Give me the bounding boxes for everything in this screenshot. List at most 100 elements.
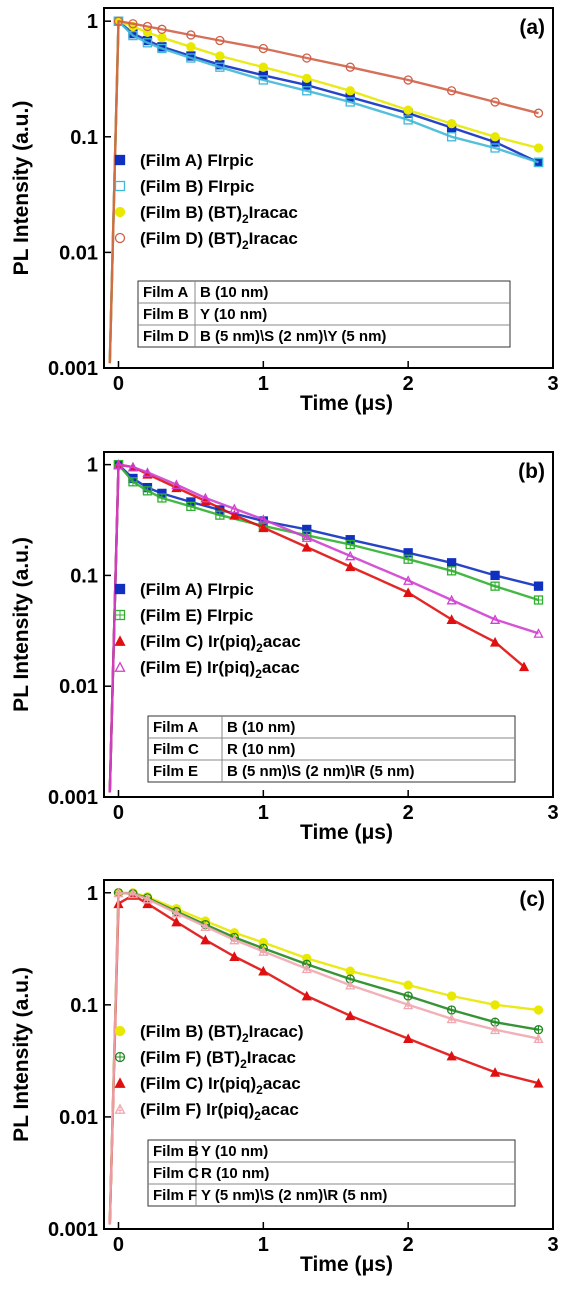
legend-text-part: (Film D) (BT): [140, 229, 242, 248]
series-2-point-cross: [346, 540, 355, 549]
series-3-point: [171, 916, 182, 927]
legend-marker: [114, 1077, 126, 1088]
series-1-point: [345, 966, 355, 976]
legend-entry: (Film F) (BT)2Iracac: [140, 1048, 296, 1071]
legend-subscript: 2: [242, 238, 249, 252]
y-tick-label: 0.001: [48, 787, 98, 809]
series-2-point-cross: [143, 486, 152, 495]
legend-subscript: 2: [256, 1083, 263, 1097]
series-3-point: [200, 934, 211, 945]
legend-marker-cross: [117, 1106, 123, 1114]
series-1-point: [533, 581, 544, 591]
series-4-point: [258, 43, 268, 54]
series-4-fit-line: [108, 20, 539, 364]
legend-subscript: 2: [240, 1057, 247, 1071]
legend-marker: [114, 154, 126, 166]
x-tick-label: 0: [113, 1234, 124, 1256]
series-4-point-cross: [536, 1036, 541, 1043]
series-3-point: [446, 614, 457, 624]
x-tick-label: 3: [547, 1234, 558, 1256]
legend-subscript: 2: [254, 1109, 261, 1123]
legend-entry: (Film A) FIrpic: [140, 580, 254, 599]
legend-entry: (Film B) (BT)2Iracac: [140, 203, 298, 226]
legend-text-part: Iracac: [249, 203, 298, 222]
series-4-point-cross: [406, 1002, 411, 1009]
legend-entry: (Film C) Ir(piq)2acac: [140, 1074, 301, 1097]
series-3-point: [301, 990, 312, 1001]
series-4-point: [345, 550, 356, 561]
x-tick-label: 1: [258, 373, 269, 395]
series-4-point: [113, 16, 124, 26]
series-3-point: [186, 42, 196, 52]
panel-label: (c): [519, 888, 545, 911]
series-3-point: [489, 636, 501, 647]
series-3-point: [490, 132, 500, 142]
table-cell-film: Film C: [153, 1165, 199, 1182]
y-tick-label: 0.1: [70, 565, 98, 587]
legend-text-part: Iracac: [247, 1048, 296, 1067]
legend-marker: [114, 206, 126, 218]
x-tick-label: 3: [547, 373, 558, 395]
y-tick-label: 0.01: [59, 1107, 98, 1129]
y-axis-label: PL Intensity (a.u.): [10, 537, 33, 712]
series-2-point-cross: [157, 493, 166, 502]
series-3-point: [215, 51, 225, 61]
series-4-point: [446, 1013, 457, 1024]
table-cell-structure: Y (5 nm)\S (2 nm)\R (5 nm): [201, 1187, 387, 1204]
y-tick-label: 0.001: [48, 358, 98, 380]
legend-entry: (Film B) (BT)2Iracac): [140, 1022, 304, 1045]
legend-subscript: 2: [255, 667, 262, 681]
series-4-point: [533, 628, 544, 638]
y-tick-label: 0.1: [70, 127, 98, 149]
legend-marker: [114, 232, 126, 244]
series-4-point: [229, 934, 240, 945]
series-4-point: [446, 86, 457, 96]
series-2-point-cross: [404, 991, 413, 1000]
legend-marker-cross: [115, 1052, 125, 1062]
legend-marker-cross: [115, 610, 125, 620]
series-3-point: [403, 105, 413, 115]
table-cell-film: Film F: [153, 1187, 197, 1204]
legend-text-part: acac: [263, 632, 301, 651]
plot-frame: [103, 879, 554, 1230]
series-2-point-cross: [186, 502, 195, 511]
legend-text-part: (Film C) Ir(piq): [140, 1074, 256, 1093]
y-axis-label: PL Intensity (a.u.): [10, 101, 33, 276]
legend-entry: (Film F) Ir(piq)2acac: [140, 1100, 299, 1123]
series-2-point-cross: [447, 1005, 456, 1014]
table-cell-structure: B (10 nm): [227, 719, 295, 736]
legend-text-part: acac: [263, 1074, 301, 1093]
series-3-point: [533, 1077, 544, 1088]
series-2-point: [345, 97, 355, 107]
series-3-point: [489, 1067, 501, 1077]
series-4-point: [113, 459, 124, 470]
table-cell-structure: Y (10 nm): [201, 1143, 268, 1160]
series-4-point: [258, 946, 269, 956]
series-3-point: [301, 541, 312, 552]
legend-marker: [114, 180, 126, 192]
series-2-point: [490, 143, 500, 153]
x-tick-label: 2: [403, 802, 414, 824]
legend: (Film A) FIrpic (Film B) FIrpic (Film B) (…: [114, 151, 298, 252]
series-4-point: [301, 532, 312, 542]
x-axis-label: Time (μs): [300, 821, 393, 844]
legend-text-part: (Film A) FIrpic: [140, 151, 254, 170]
series-1-point: [490, 570, 500, 581]
film-table: Film A B (10 nm) Film C R (10 nm) Film E B (5…: [147, 715, 516, 783]
series-3-point: [200, 495, 211, 506]
series-3-point: [446, 1050, 457, 1061]
series-2-point-cross: [491, 582, 500, 591]
series-4-point: [127, 888, 139, 899]
series-4-point: [403, 575, 414, 585]
series-4-point: [127, 461, 139, 472]
series-3-point: [403, 587, 414, 598]
series-3-point: [446, 118, 457, 129]
series-4-point: [302, 53, 312, 63]
series-3-point: [258, 522, 269, 533]
series-4-point-cross: [348, 983, 353, 989]
series-2-point: [142, 38, 153, 48]
y-tick-label: 1: [87, 11, 98, 33]
series-2-point-cross: [534, 1025, 543, 1034]
